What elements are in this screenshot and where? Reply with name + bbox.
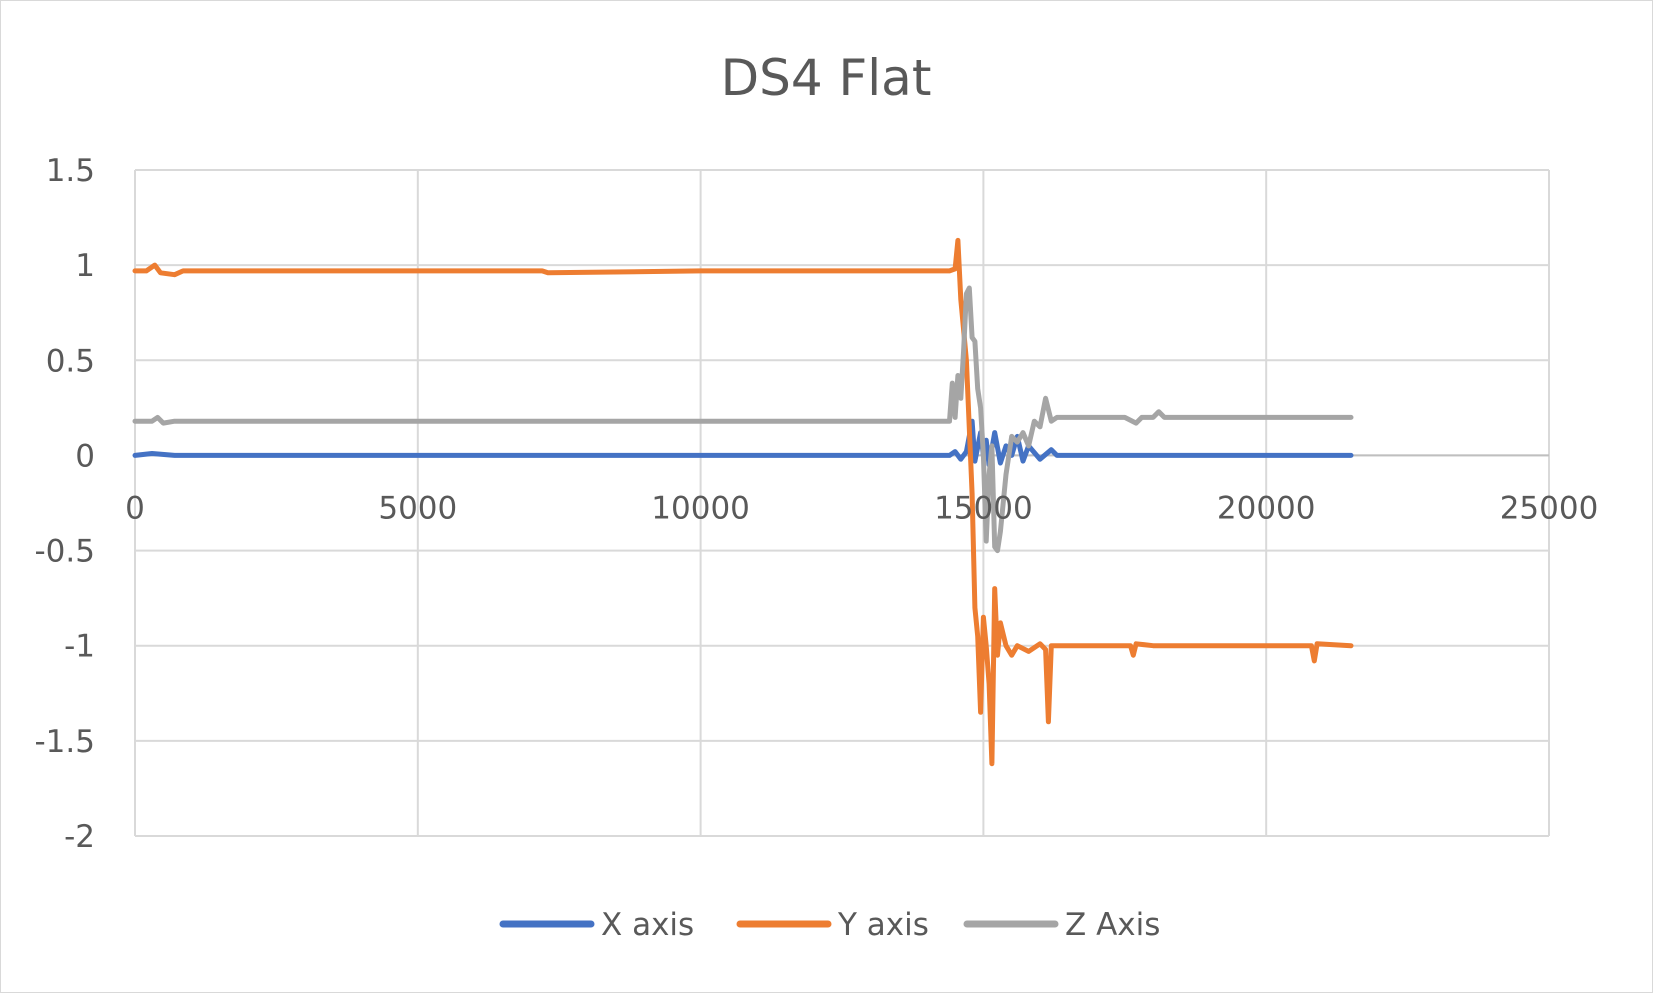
x-tick-label: 20000	[1217, 490, 1316, 526]
y-tick-label: 1	[75, 248, 95, 284]
x-tick-label: 25000	[1500, 490, 1599, 526]
legend-label: Z Axis	[1065, 907, 1160, 943]
y-tick-label: 0	[75, 438, 95, 474]
x-tick-label: 0	[125, 490, 145, 526]
series-line-0	[132, 418, 1354, 468]
legend-item: Z Axis	[963, 907, 1160, 943]
legend: X axis Y axis Z Axis	[499, 907, 1160, 943]
x-tick-label: 5000	[378, 490, 457, 526]
chart-title: DS4 Flat	[721, 49, 932, 107]
y-tick-label: -1.5	[35, 724, 96, 760]
x-tick-label: 15000	[934, 490, 1033, 526]
series-line-1	[132, 237, 1354, 767]
legend-label: Y axis	[837, 907, 929, 943]
y-tick-label: -0.5	[35, 534, 96, 570]
y-tick-label: -2	[64, 819, 95, 855]
tick-labels: 1.5 1 0.5 0 -0.5 -1 -1.5 -2 0 5000 10000 15000 20000…	[35, 153, 1599, 855]
x-tick-label: 10000	[651, 490, 750, 526]
y-tick-label: -1	[64, 629, 95, 665]
y-tick-label: 1.5	[46, 153, 95, 189]
legend-item: X axis	[499, 907, 694, 943]
series-line-2	[132, 285, 1354, 554]
legend-item: Y axis	[736, 907, 929, 943]
legend-label: X axis	[601, 907, 694, 943]
y-tick-label: 0.5	[46, 343, 95, 379]
series-lines	[132, 237, 1354, 767]
